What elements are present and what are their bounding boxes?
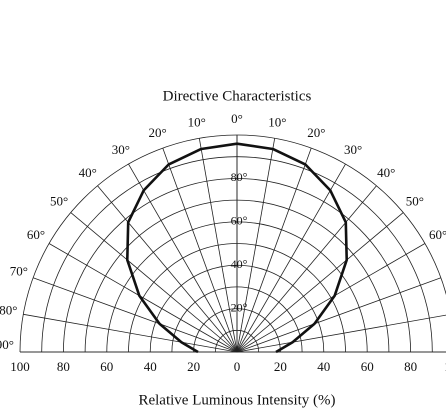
angle-label: 20°: [148, 125, 166, 140]
r-tick-label: 40: [317, 359, 330, 374]
grid-spoke: [236, 163, 346, 353]
intensity-curve: [236, 142, 349, 354]
angle-label: 60°: [429, 227, 446, 242]
r-tick-label: 100: [10, 359, 30, 374]
angle-label: 20°: [307, 125, 325, 140]
angle-label: 30°: [344, 142, 362, 157]
grid-spoke: [236, 212, 404, 353]
r-tick-label: 20: [187, 359, 200, 374]
r-tick-label: 0: [234, 359, 241, 374]
r-inner-label: 40°: [231, 257, 248, 271]
r-inner-label: 60°: [231, 214, 248, 228]
angle-label: 80°: [0, 303, 17, 318]
grid-spoke: [162, 147, 238, 353]
angle-label: 0°: [231, 111, 243, 126]
grid-spoke: [236, 147, 312, 353]
x-axis-label: Relative Luminous Intensity (%): [138, 392, 335, 408]
chart-title: Directive Characteristics: [163, 88, 312, 104]
angle-label: 50°: [50, 194, 68, 209]
angle-label: 30°: [112, 142, 130, 157]
intensity-curve: [125, 142, 238, 354]
r-inner-label: 80°: [231, 170, 248, 184]
r-tick-label: 100: [444, 359, 446, 374]
grid-spoke: [236, 277, 442, 353]
grid-spoke: [23, 313, 238, 353]
grid-spoke: [48, 243, 238, 353]
grid-spoke: [236, 138, 276, 353]
r-tick-label: 60: [100, 359, 113, 374]
grid-spoke: [128, 163, 238, 353]
angle-label: 50°: [406, 194, 424, 209]
r-tick-label: 20: [274, 359, 287, 374]
r-tick-label: 40: [144, 359, 157, 374]
r-tick-label: 80: [57, 359, 70, 374]
angle-label: 40°: [79, 165, 97, 180]
grid-spoke: [97, 185, 238, 353]
angle-label: 70°: [10, 264, 28, 279]
angle-label: 40°: [377, 165, 395, 180]
r-inner-label: 20°: [231, 300, 248, 314]
angle-label: 60°: [27, 227, 45, 242]
grid-spoke: [32, 277, 238, 353]
r-tick-label: 80: [404, 359, 417, 374]
grid-spoke: [70, 212, 238, 353]
grid-spoke: [236, 243, 426, 353]
grid-spoke: [236, 314, 446, 353]
angle-label: 10°: [188, 114, 206, 129]
angle-label: 10°: [268, 114, 286, 129]
grid-spoke: [198, 138, 238, 353]
r-tick-label: 60: [361, 359, 374, 374]
grid-spoke: [236, 185, 377, 353]
angle-label: 90°: [0, 337, 14, 352]
